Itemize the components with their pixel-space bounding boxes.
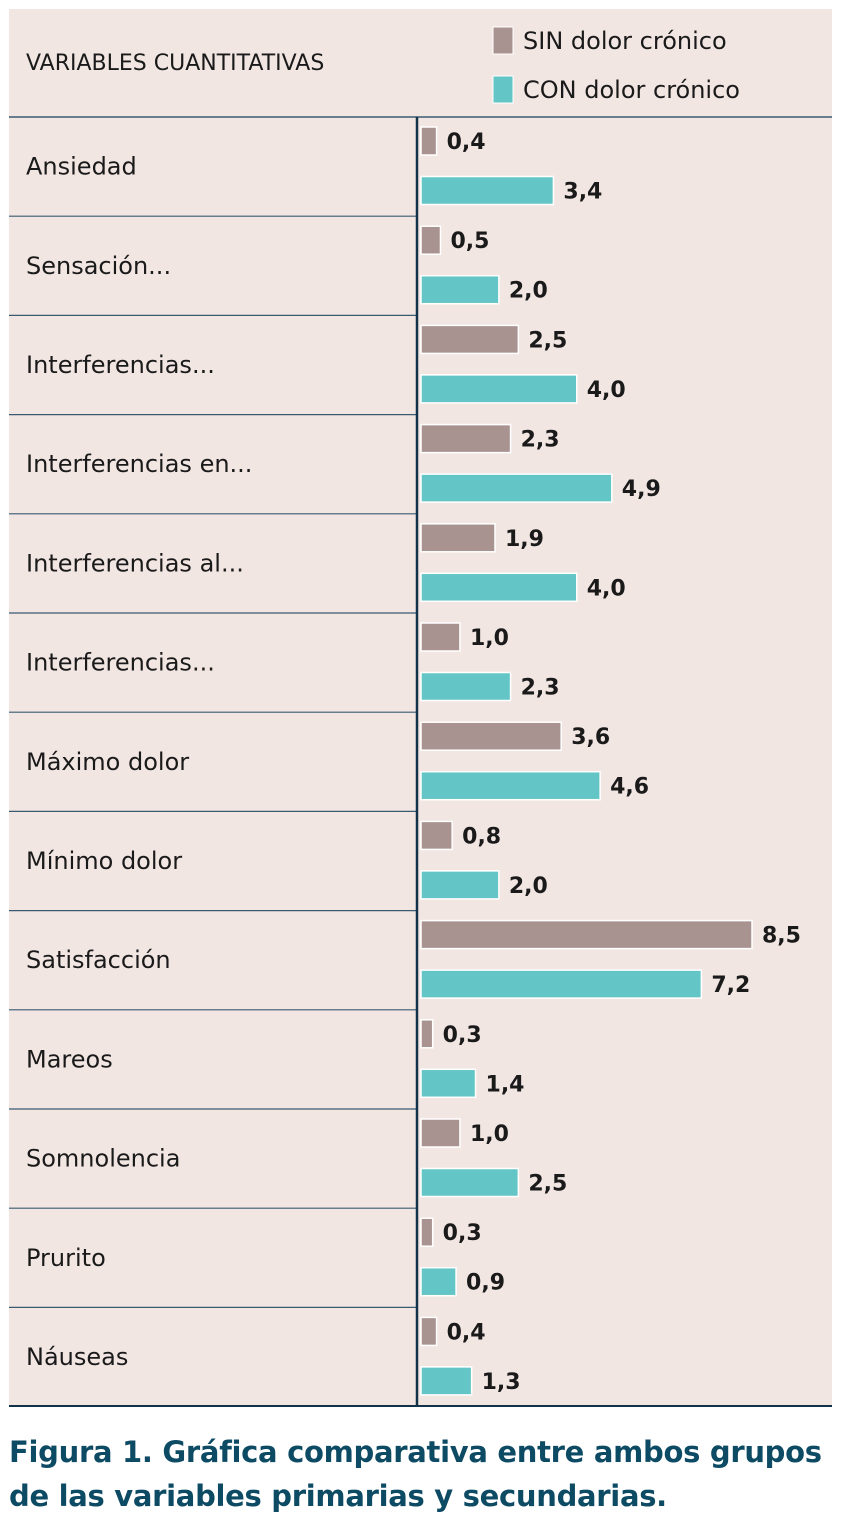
value-label: 4,9	[622, 477, 661, 502]
bar-con	[420, 969, 703, 999]
chart-row: Náuseas 0,4 1,3	[26, 1316, 521, 1396]
category-label: Satisfacción	[26, 946, 171, 974]
bar-sin	[420, 1316, 438, 1347]
bar-sin	[420, 1217, 434, 1247]
value-label: 7,2	[711, 973, 750, 998]
bar-sin	[420, 126, 438, 156]
row-separators	[9, 116, 832, 1407]
bar-sin	[420, 523, 496, 553]
value-label: 0,8	[462, 824, 501, 849]
chart-row: Sensación... 0,5 2,0	[26, 225, 548, 305]
bar-sin	[420, 721, 562, 751]
chart-row: Ansiedad 0,4 3,4	[26, 126, 602, 206]
chart-row: Interferencias... 1,0 2,3	[26, 622, 560, 702]
value-label: 4,0	[587, 576, 626, 601]
value-label: 2,5	[528, 1172, 567, 1197]
value-label: 0,5	[450, 229, 489, 254]
bar-con	[420, 473, 613, 503]
category-label: Prurito	[26, 1244, 106, 1272]
value-label: 4,0	[587, 378, 626, 403]
value-label: 1,3	[482, 1370, 521, 1395]
chart-row: Mínimo dolor 0,8 2,0	[26, 820, 548, 900]
chart-row: Somnolencia 1,0 2,5	[26, 1118, 567, 1198]
chart-rows: Ansiedad 0,4 3,4 Sensación... 0,5 2,0 Interfer…	[26, 126, 801, 1396]
chart-row: Interferencias en... 2,3 4,9	[26, 423, 661, 503]
chart-row: Satisfacción 8,5 7,2	[26, 919, 801, 999]
legend-label-1: SIN dolor crónico	[523, 27, 727, 55]
value-label: 2,5	[528, 328, 567, 353]
value-label: 2,0	[509, 874, 548, 899]
bar-con	[420, 1366, 473, 1396]
category-label: Interferencias al...	[26, 549, 244, 577]
bar-con	[420, 1266, 457, 1297]
value-label: 1,4	[486, 1072, 525, 1097]
chart-row: Prurito 0,3 0,9	[26, 1217, 505, 1297]
chart-row: Máximo dolor 3,64,6	[26, 721, 649, 801]
category-label: Máximo dolor	[26, 748, 189, 776]
caption-line-2: de las variables primarias y secundarias…	[9, 1479, 667, 1513]
bar-chart: VARIABLES CUANTITATIVAS SIN dolor crónic…	[9, 26, 832, 1407]
category-label: Náuseas	[26, 1343, 128, 1371]
value-label: 0,3	[443, 1023, 482, 1048]
legend-swatch-2	[492, 75, 514, 104]
legend: SIN dolor crónico CON dolor crónico	[492, 26, 740, 104]
bar-sin	[420, 225, 442, 255]
value-label: 1,9	[505, 527, 544, 552]
value-label: 1,0	[470, 1122, 509, 1147]
value-label: 0,4	[447, 1320, 486, 1345]
figure-caption: Figura 1. Gráfica comparativa entre ambo…	[9, 1430, 839, 1518]
bar-con	[420, 1068, 477, 1099]
chart-row: Mareos 0,31,4	[26, 1019, 525, 1099]
legend-label-2: CON dolor crónico	[523, 76, 740, 104]
value-label: 2,3	[521, 428, 560, 453]
category-label: Interferencias...	[26, 351, 215, 379]
chart-row: Interferencias... 2,5 4,0	[26, 324, 626, 404]
category-label: Interferencias...	[26, 649, 215, 677]
bar-sin	[420, 324, 520, 355]
bar-con	[420, 671, 512, 702]
caption-line-1: Figura 1. Gráfica comparativa entre ambo…	[9, 1435, 822, 1469]
bar-con	[420, 572, 578, 603]
value-label: 2,0	[509, 279, 548, 304]
category-label: Mínimo dolor	[26, 847, 182, 875]
value-label: 8,5	[762, 924, 801, 949]
legend-swatch-1	[492, 26, 514, 55]
bar-con	[420, 274, 500, 305]
value-label: 2,3	[521, 676, 560, 701]
category-label: Interferencias en...	[26, 450, 252, 478]
bar-sin	[420, 1019, 434, 1049]
bar-sin	[420, 622, 461, 652]
header-title: VARIABLES CUANTITATIVAS	[26, 51, 324, 76]
chart-panel: VARIABLES CUANTITATIVAS SIN dolor crónic…	[9, 9, 832, 1407]
bar-sin	[420, 820, 453, 851]
value-label: 3,6	[571, 725, 610, 750]
category-label: Somnolencia	[26, 1145, 180, 1173]
bar-sin	[420, 919, 753, 950]
value-label: 1,0	[470, 626, 509, 651]
value-label: 4,6	[610, 775, 649, 800]
bar-con	[420, 770, 601, 801]
value-label: 3,4	[563, 180, 602, 205]
chart-row: Interferencias al... 1,9 4,0	[26, 523, 626, 603]
value-label: 0,3	[443, 1221, 482, 1246]
value-label: 0,4	[447, 130, 486, 155]
value-label: 0,9	[466, 1271, 505, 1296]
category-label: Ansiedad	[26, 153, 137, 181]
bar-con	[420, 1167, 520, 1198]
bar-con	[420, 870, 500, 900]
bar-con	[420, 175, 555, 206]
category-label: Sensación...	[26, 252, 171, 280]
bar-sin	[420, 1118, 461, 1148]
category-label: Mareos	[26, 1045, 113, 1073]
bar-con	[420, 374, 578, 404]
bar-sin	[420, 423, 512, 454]
